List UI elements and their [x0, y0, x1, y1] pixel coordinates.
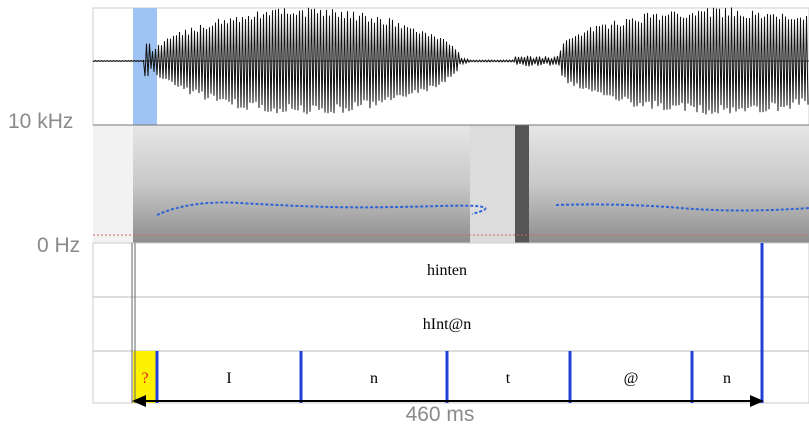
spectrogram-closure [470, 125, 515, 243]
segment-label[interactable]: t [506, 370, 511, 387]
spectrogram [93, 125, 809, 243]
duration-label: 460 ms [406, 403, 475, 425]
frequency-bottom-label: 0 Hz [37, 234, 80, 257]
spectrogram-burst [515, 125, 529, 243]
spectrogram-silence [93, 125, 133, 243]
segment-label[interactable]: n [723, 370, 731, 387]
segment-label[interactable]: n [370, 370, 378, 387]
phonemic-label[interactable]: hInt@n [423, 316, 472, 333]
segment-label[interactable]: ? [141, 370, 148, 387]
word-label[interactable]: hinten [427, 262, 467, 279]
segment-label[interactable]: I [226, 370, 231, 387]
frequency-top-label: 10 kHz [8, 110, 73, 133]
segment-label[interactable]: @ [624, 370, 639, 387]
